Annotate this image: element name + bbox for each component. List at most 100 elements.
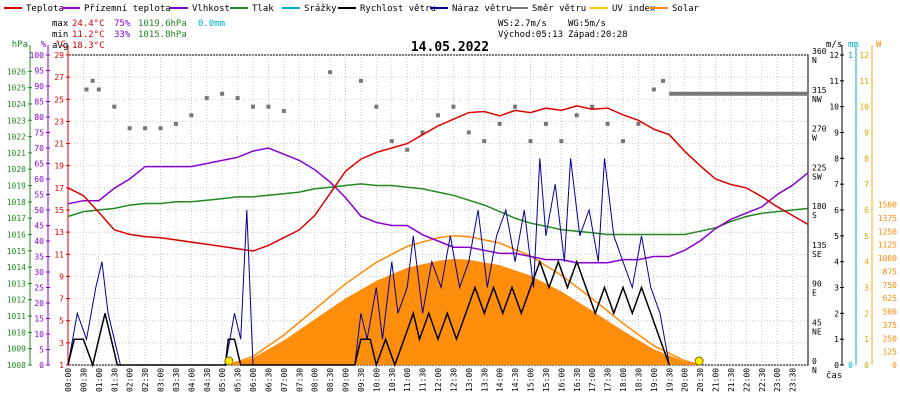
temperature-tick-label: 21 [54, 140, 64, 149]
wind-direction-point [189, 113, 194, 118]
uv-tick-label: 2 [864, 309, 869, 318]
stats-sunset: Západ:20:28 [568, 30, 628, 40]
pressure-tick-label: 1017 [7, 214, 26, 223]
rain-tick-label: 1 [848, 51, 853, 60]
wind-direction-point [436, 113, 440, 118]
x-tick-label: 08:30 [326, 368, 335, 392]
legend-label: UV index [612, 4, 656, 14]
wind-direction-point [466, 130, 471, 135]
wind-dir-tick-label: 180 [812, 202, 827, 211]
pressure-tick-label: 1023 [7, 116, 26, 125]
wind-dir-tick-label: 360 [812, 47, 827, 56]
wind-direction-point [590, 104, 595, 109]
uv-axis-unit: W [876, 40, 882, 50]
wind-dir-compass-label: E [812, 289, 817, 298]
humidity-axis-unit: % [41, 40, 47, 50]
x-tick-label: 06:00 [249, 368, 258, 392]
wind-speed-tick-label: 3 [834, 284, 839, 293]
humidity-tick-label: 75 [34, 129, 44, 138]
pressure-tick-label: 1015 [7, 247, 26, 256]
humidity-tick-label: 45 [34, 222, 44, 231]
x-tick-label: 13:30 [480, 368, 489, 392]
wind-speed-tick-label: 6 [834, 206, 839, 215]
wind-direction-point [158, 126, 163, 131]
wind-direction-point [389, 139, 394, 144]
humidity-tick-label: 30 [34, 268, 44, 277]
wind-dir-compass-label: S [812, 211, 817, 220]
wind-dir-tick-label: 270 [812, 125, 827, 134]
sun-marker [694, 356, 704, 366]
humidity-tick-label: 40 [34, 237, 44, 246]
humidity-tick-label: 100 [30, 51, 45, 60]
wind-dir-tick-label: 225 [812, 163, 827, 172]
wind-direction-point [127, 126, 132, 131]
wind-dir-compass-label: N [812, 56, 817, 65]
pressure-tick-label: 1016 [7, 230, 26, 239]
wind-direction-point [528, 139, 533, 144]
x-tick-label: 14:00 [496, 368, 505, 392]
wind-speed-tick-label: 4 [834, 258, 839, 267]
wind-speed-tick-label: 2 [834, 309, 839, 318]
humidity-tick-label: 90 [34, 82, 44, 91]
x-tick-label: 19:30 [665, 368, 674, 392]
stats-max-press: 1019.6hPa [138, 19, 187, 29]
x-tick-label: 17:00 [588, 368, 597, 392]
temperature-tick-label: 29 [54, 51, 64, 60]
temperature-axis-unit: °C [55, 40, 66, 50]
wind-direction-point [374, 104, 379, 109]
uv-tick-label: 6 [864, 206, 869, 215]
wind-gust-line [67, 158, 670, 366]
humidity-tick-label: 10 [34, 330, 44, 339]
temperature-tick-label: 23 [54, 117, 64, 126]
stats-avg-label: avg [52, 41, 68, 51]
x-tick-label: 03:30 [172, 368, 181, 392]
wind-direction-point [451, 104, 456, 109]
legend-label: Přízemní teplota [84, 4, 171, 14]
wind-direction-point [204, 96, 209, 101]
wind-dir-tick-label: 135 [812, 241, 827, 250]
legend-label: Tlak [252, 4, 274, 14]
wind-direction-point [112, 104, 117, 109]
x-tick-label: 17:30 [604, 368, 613, 392]
wind-direction-point [543, 121, 548, 126]
x-tick-label: 15:00 [527, 368, 536, 392]
wind-direction-point [96, 87, 101, 92]
wind-direction-point [281, 108, 286, 113]
wind-direction-point [405, 147, 410, 152]
uv-tick-label: 3 [864, 284, 869, 293]
rain-tick-label: 0 [848, 361, 853, 370]
wind-dir-compass-label: N [812, 366, 817, 375]
humidity-tick-label: 25 [34, 284, 44, 293]
wind-direction-point [651, 87, 656, 92]
pressure-tick-label: 1010 [7, 328, 26, 337]
x-tick-label: 08:00 [311, 368, 320, 392]
legend-label: Solar [672, 4, 700, 14]
stats-min-press: 1015.8hPa [138, 30, 187, 40]
pressure-tick-label: 1024 [7, 100, 26, 109]
x-tick-label: 11:00 [403, 368, 412, 392]
x-tick-label: 23:30 [789, 368, 798, 392]
pressure-tick-label: 1025 [7, 84, 26, 93]
stats-min-hum: 33% [114, 30, 131, 40]
wind-direction-point [661, 78, 666, 83]
temperature-tick-label: 15 [54, 206, 64, 215]
temperature-line [67, 105, 809, 252]
wind-direction-point [420, 130, 425, 135]
x-tick-label: 02:30 [141, 368, 150, 392]
legend-label: Srážky [304, 4, 337, 14]
rain-axis-unit: mm [848, 40, 859, 50]
uv-tick-label: 5 [864, 232, 869, 241]
solar-tick-label: 500 [883, 308, 898, 317]
x-tick-label: 13:00 [465, 368, 474, 392]
temperature-tick-label: 7 [59, 295, 64, 304]
x-tick-label: 16:30 [573, 368, 582, 392]
x-tick-label: 16:00 [557, 368, 566, 392]
plot-area [67, 70, 809, 368]
stats-max-label: max [52, 19, 69, 29]
wind-direction-point [90, 78, 95, 83]
uv-tick-label: 7 [864, 180, 869, 189]
pressure-tick-label: 1014 [7, 263, 26, 272]
wind-speed-tick-label: 9 [834, 129, 839, 138]
legend-label: Teplota [26, 4, 64, 14]
solar-tick-label: 1250 [878, 227, 897, 236]
